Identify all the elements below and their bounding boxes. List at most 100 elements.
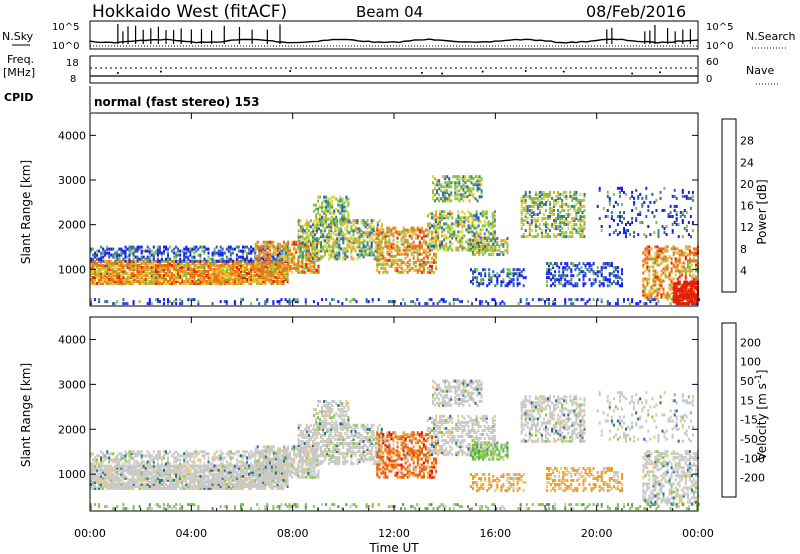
power-cell	[235, 259, 238, 263]
power-cell	[104, 300, 107, 304]
velocity-cell	[98, 468, 101, 472]
power-cell	[392, 260, 395, 264]
power-cell	[695, 249, 697, 253]
power-cell	[197, 269, 200, 273]
power-cell	[506, 284, 509, 288]
power-cell	[96, 265, 99, 269]
power-cell	[647, 204, 650, 208]
power-cell	[106, 278, 109, 281]
velocity-cell	[108, 478, 111, 482]
power-cell	[439, 210, 442, 214]
power-cell	[424, 240, 427, 244]
power-cell	[286, 276, 289, 279]
power-cell	[163, 245, 165, 249]
power-cell	[606, 264, 609, 268]
power-cell	[575, 231, 578, 235]
power-cell	[681, 188, 684, 192]
power-cell	[343, 209, 346, 213]
power-cell	[676, 277, 679, 281]
power-cell	[621, 282, 623, 286]
power-cell	[378, 240, 381, 244]
power-cell	[256, 278, 259, 281]
power-cell	[660, 249, 663, 253]
power-cell	[342, 249, 345, 253]
power-cell	[688, 259, 691, 263]
power-cell	[390, 250, 393, 254]
power-cell	[468, 177, 471, 181]
power-cell	[171, 278, 174, 281]
power-cell	[366, 243, 369, 247]
power-cell	[351, 298, 354, 302]
power-cell	[451, 222, 454, 226]
power-cell	[203, 261, 206, 265]
power-cell	[187, 255, 190, 259]
power-cell	[604, 266, 607, 270]
power-cell	[299, 251, 302, 255]
power-cell	[341, 199, 344, 203]
power-cell	[195, 280, 198, 283]
velocity-cell	[112, 486, 115, 490]
power-cell	[416, 298, 419, 302]
power-cell	[564, 298, 567, 302]
power-cell	[98, 276, 101, 279]
power-cell	[102, 282, 105, 285]
power-cell	[341, 203, 344, 207]
power-cell	[443, 246, 446, 250]
power-cell	[414, 232, 417, 236]
power-cell	[356, 231, 359, 235]
power-cell	[118, 274, 121, 277]
power-cell	[244, 265, 246, 269]
power-cell	[163, 269, 165, 273]
power-cell	[506, 244, 509, 248]
power-cell	[643, 302, 646, 306]
power-cell	[668, 275, 671, 279]
power-cell	[289, 264, 292, 268]
power-cell	[185, 249, 188, 253]
power-cell	[459, 230, 462, 234]
power-cell	[321, 201, 323, 205]
velocity-cell	[94, 478, 97, 482]
power-cell	[565, 196, 568, 200]
power-cell	[325, 201, 328, 205]
power-cell	[461, 240, 464, 244]
power-cell	[140, 257, 143, 261]
power-cell	[594, 272, 597, 276]
power-cell	[380, 250, 383, 254]
power-cell	[144, 267, 147, 271]
power-cell	[270, 244, 273, 248]
power-cell	[134, 263, 137, 267]
power-cell	[163, 263, 165, 267]
power-cell	[457, 222, 460, 226]
power-cell	[242, 259, 244, 263]
power-cell	[549, 194, 551, 198]
power-cell	[104, 278, 107, 281]
power-cell	[221, 259, 224, 263]
power-cell	[376, 226, 379, 230]
power-cell	[692, 284, 695, 288]
power-cell	[254, 276, 257, 279]
power-cell	[552, 264, 555, 268]
power-cell	[260, 266, 263, 270]
power-cell	[295, 250, 298, 254]
power-cell	[386, 228, 389, 232]
power-cell	[537, 298, 540, 302]
power-cell	[94, 253, 97, 257]
power-cell	[213, 249, 216, 253]
power-cell	[227, 282, 230, 285]
power-cell	[98, 263, 101, 267]
power-cell	[227, 276, 230, 279]
power-cell	[683, 227, 686, 231]
power-cell	[291, 270, 294, 274]
power-cell	[561, 231, 564, 235]
power-cell	[678, 275, 681, 279]
power-cell	[429, 238, 431, 242]
power-cell	[219, 259, 222, 263]
power-cell	[244, 274, 246, 277]
power-cell	[680, 289, 683, 293]
power-cell	[583, 217, 586, 220]
power-cell	[278, 261, 281, 265]
power-cell	[481, 238, 484, 242]
power-cell	[680, 251, 683, 255]
power-cell	[339, 205, 342, 209]
power-cell	[695, 291, 697, 295]
